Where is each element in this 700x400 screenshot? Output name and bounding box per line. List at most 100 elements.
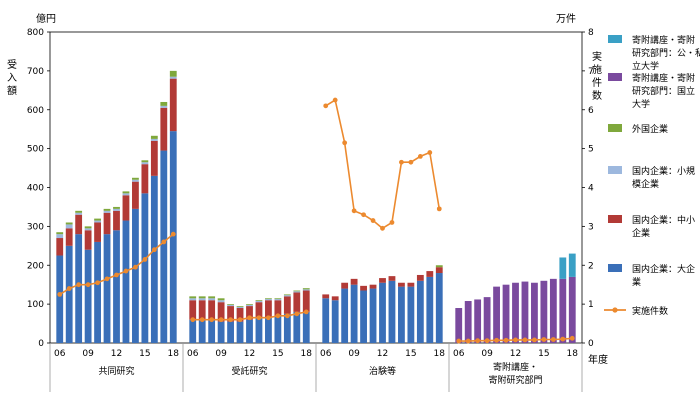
bar-small <box>122 193 130 196</box>
count-point <box>218 317 224 323</box>
bar-gaikoku <box>94 218 101 221</box>
bar-kokuritsu <box>474 299 482 343</box>
bar-medium <box>398 282 405 287</box>
bar-gaikoku <box>274 298 282 300</box>
bar-medium <box>350 278 358 285</box>
bar-large <box>160 150 168 343</box>
left-tick-label: 0 <box>38 339 44 349</box>
bar-large <box>360 290 367 343</box>
x-tick-label: 12 <box>510 349 521 359</box>
count-point <box>427 150 433 155</box>
right-tick-label: 1 <box>588 300 594 310</box>
bar-gaikoku <box>160 101 168 106</box>
x-tick-label: 18 <box>301 349 313 359</box>
bar-large <box>293 311 301 343</box>
bar-medium <box>379 278 386 283</box>
bar-gaikoku <box>217 298 225 301</box>
bar-large <box>217 321 225 343</box>
bar-large <box>227 321 234 343</box>
count-point <box>85 282 91 288</box>
x-axis-title: 年度 <box>588 353 608 366</box>
count-point <box>114 272 119 278</box>
bar-gaikoku <box>113 206 120 209</box>
x-tick-label: 09 <box>215 349 227 359</box>
bar-gaikoku <box>103 208 111 211</box>
bar-medium <box>331 296 339 301</box>
left-tick-label: 300 <box>27 222 44 232</box>
bar-small <box>75 212 83 215</box>
left-tick-label: 800 <box>27 28 44 38</box>
count-point <box>408 159 414 165</box>
count-point <box>104 276 110 282</box>
bar-large <box>65 245 73 343</box>
count-point <box>494 337 499 343</box>
bar-large <box>350 284 358 343</box>
bar-medium <box>94 222 101 242</box>
bar-koshi <box>559 257 567 279</box>
count-point <box>503 337 509 343</box>
legend-label-gaikoku: 外国企業 <box>632 123 668 135</box>
bar-gaikoku <box>293 290 301 292</box>
right-unit-label: 万件 <box>556 13 576 25</box>
bar-small <box>265 299 272 301</box>
bar-medium <box>217 302 225 322</box>
bar-large <box>169 131 177 343</box>
bar-kokuritsu <box>483 297 491 343</box>
bar-medium <box>293 292 301 312</box>
bar-gaikoku <box>227 304 234 305</box>
count-point <box>95 280 100 286</box>
count-point <box>323 103 329 109</box>
bar-large <box>283 313 291 343</box>
bar-small <box>160 105 168 108</box>
bar-medium <box>426 271 434 277</box>
bar-large <box>255 317 263 343</box>
count-point <box>170 231 176 237</box>
count-point <box>275 313 281 319</box>
bar-kokuritsu <box>531 282 538 343</box>
bar-small <box>198 298 206 301</box>
x-tick-label: 06 <box>187 349 199 359</box>
bar-gaikoku <box>198 296 206 299</box>
bar-large <box>236 321 244 343</box>
bar-gaikoku <box>236 306 244 307</box>
count-point <box>237 317 243 323</box>
legend-swatch-small <box>608 166 622 174</box>
x-tick-label: 18 <box>434 349 446 359</box>
left-tick-label: 200 <box>27 261 44 271</box>
axis-layer: 億円 万件 受入額 実施件数 年度 0100200300400500600700… <box>7 12 608 386</box>
x-tick-label: 12 <box>244 349 255 359</box>
x-tick-label: 09 <box>348 349 360 359</box>
count-point <box>266 315 271 321</box>
legend-marker-count <box>612 307 618 313</box>
bar-large <box>122 220 130 343</box>
x-tick-label: 06 <box>54 349 66 359</box>
count-point <box>303 309 309 315</box>
group-label: 受託研究 <box>231 365 267 377</box>
legend-swatch-gaikoku <box>608 124 622 132</box>
bar-large <box>322 298 330 343</box>
bar-large <box>274 315 282 343</box>
right-tick-label: 7 <box>588 67 594 77</box>
x-tick-label: 18 <box>567 349 579 359</box>
bar-medium <box>265 300 272 318</box>
count-point <box>123 268 129 274</box>
x-tick-label: 15 <box>405 349 416 359</box>
x-tick-label: 06 <box>320 349 332 359</box>
legend-label-count: 実施件数 <box>632 305 668 317</box>
bar-gaikoku <box>150 135 158 139</box>
group-label: 寄附研究部門 <box>488 374 542 386</box>
count-point <box>133 264 138 270</box>
count-point <box>228 317 233 323</box>
count-point <box>342 140 348 146</box>
bar-medium <box>150 140 158 176</box>
bar-small <box>217 300 225 303</box>
bar-medium <box>246 306 253 320</box>
bar-gaikoku <box>56 232 64 235</box>
bar-large <box>379 282 386 343</box>
bar-small <box>169 76 177 79</box>
count-point <box>284 313 290 319</box>
bar-medium <box>84 230 92 250</box>
left-tick-label: 700 <box>27 67 44 77</box>
bar-small <box>246 304 253 307</box>
